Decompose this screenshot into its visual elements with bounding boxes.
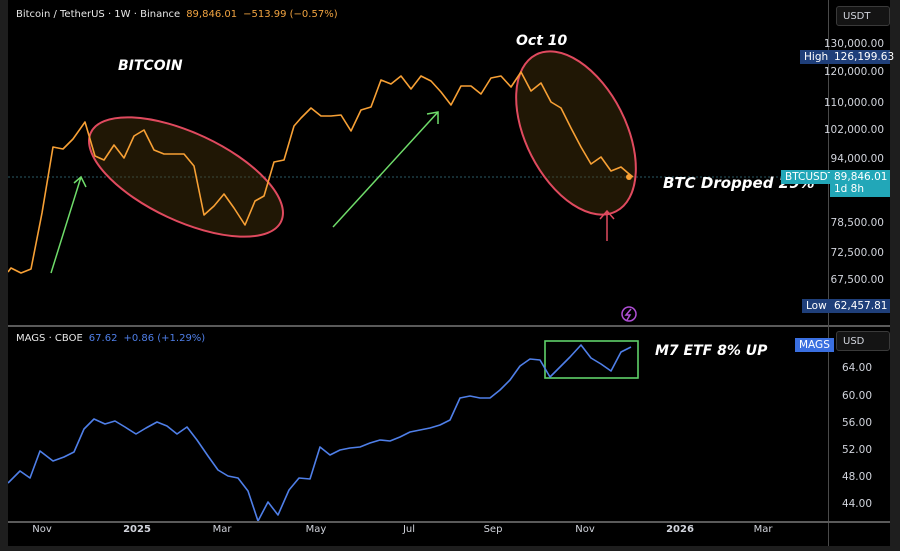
chart-window: Bitcoin / TetherUS · 1W · Binance 89,846.… (8, 0, 894, 546)
annotation-btc-dropped: BTC Dropped 29% (663, 174, 815, 192)
time-tick: Sep (483, 524, 503, 535)
mags-legend-title: MAGS · CBOE (16, 333, 83, 344)
btc-legend-title: Bitcoin / TetherUS · 1W · Binance (16, 9, 181, 20)
annotation-m7-etf: M7 ETF 8% UP (655, 343, 768, 359)
price-tick: 120,000.00 (823, 66, 884, 78)
time-tick: Mar (753, 524, 773, 535)
annotation-oct10: Oct 10 (516, 33, 568, 49)
mags-chart-canvas (8, 340, 639, 522)
time-tick: Nov (575, 524, 595, 535)
time-axis-border (8, 521, 890, 523)
time-tick: 2025 (123, 524, 151, 535)
time-tick: Nov (32, 524, 52, 535)
mags-legend[interactable]: MAGS · CBOE 67.62 +0.86 (+1.29%) (16, 333, 205, 344)
btc-price-pane[interactable]: Bitcoin / TetherUS · 1W · Binance 89,846.… (8, 0, 828, 325)
high-value-tag: 126,199.63 (830, 50, 894, 64)
price-tick: 67,500.00 (830, 274, 884, 286)
price-tick: 44.00 (841, 498, 872, 510)
price-tick: 130,000.00 (823, 38, 884, 50)
price-tick: 60.00 (841, 390, 872, 402)
price-tick: 102,000.00 (823, 124, 884, 136)
price-tick: 64.00 (841, 362, 872, 374)
btcusdt-symbol-tag: BTCUSDT (781, 170, 839, 184)
pane-separator[interactable] (8, 325, 890, 327)
currency-button-usd[interactable]: USD (836, 331, 890, 351)
mags-price-pane[interactable]: MAGS · CBOE 67.62 +0.86 (+1.29%) M7 ETF 8%… (8, 327, 828, 522)
mags-legend-price: 67.62 (88, 333, 118, 344)
btcusdt-last-price: 89,846.01 (834, 171, 888, 183)
price-tick: 72,500.00 (830, 247, 884, 259)
high-label-tag: High (800, 50, 833, 64)
btc-legend[interactable]: Bitcoin / TetherUS · 1W · Binance 89,846.… (16, 9, 338, 20)
mags-symbol-tag: MAGS (795, 338, 834, 352)
price-tick: 56.00 (841, 417, 872, 429)
currency-button-usdt[interactable]: USDT (836, 6, 890, 26)
annotation-bitcoin: BITCOIN (118, 58, 183, 74)
time-tick: 2026 (666, 524, 694, 535)
btc-price-axis[interactable]: 130,000.00 120,000.00 110,000.00 102,000… (824, 0, 890, 325)
price-tick: 48.00 (841, 471, 872, 483)
btc-legend-price: 89,846.01 (186, 9, 238, 20)
time-tick: Jul (402, 524, 416, 535)
low-label-tag: Low (802, 299, 831, 313)
price-axis-border (828, 0, 829, 546)
mags-legend-change: +0.86 (+1.29%) (123, 333, 206, 344)
btc-chart-canvas (8, 50, 828, 322)
low-value-tag: 62,457.81 (830, 299, 890, 313)
time-tick: May (305, 524, 327, 535)
price-tick: 52.00 (841, 444, 872, 456)
btcusdt-countdown: 1d 8h (834, 183, 865, 195)
price-tick: 110,000.00 (823, 97, 884, 109)
btcusdt-price-tag: 89,846.01 1d 8h (830, 170, 890, 197)
price-tick: 78,500.00 (830, 217, 884, 229)
price-tick: 94,000.00 (830, 153, 884, 165)
time-tick: Mar (212, 524, 232, 535)
btc-legend-change: −513.99 (−0.57%) (243, 9, 338, 20)
